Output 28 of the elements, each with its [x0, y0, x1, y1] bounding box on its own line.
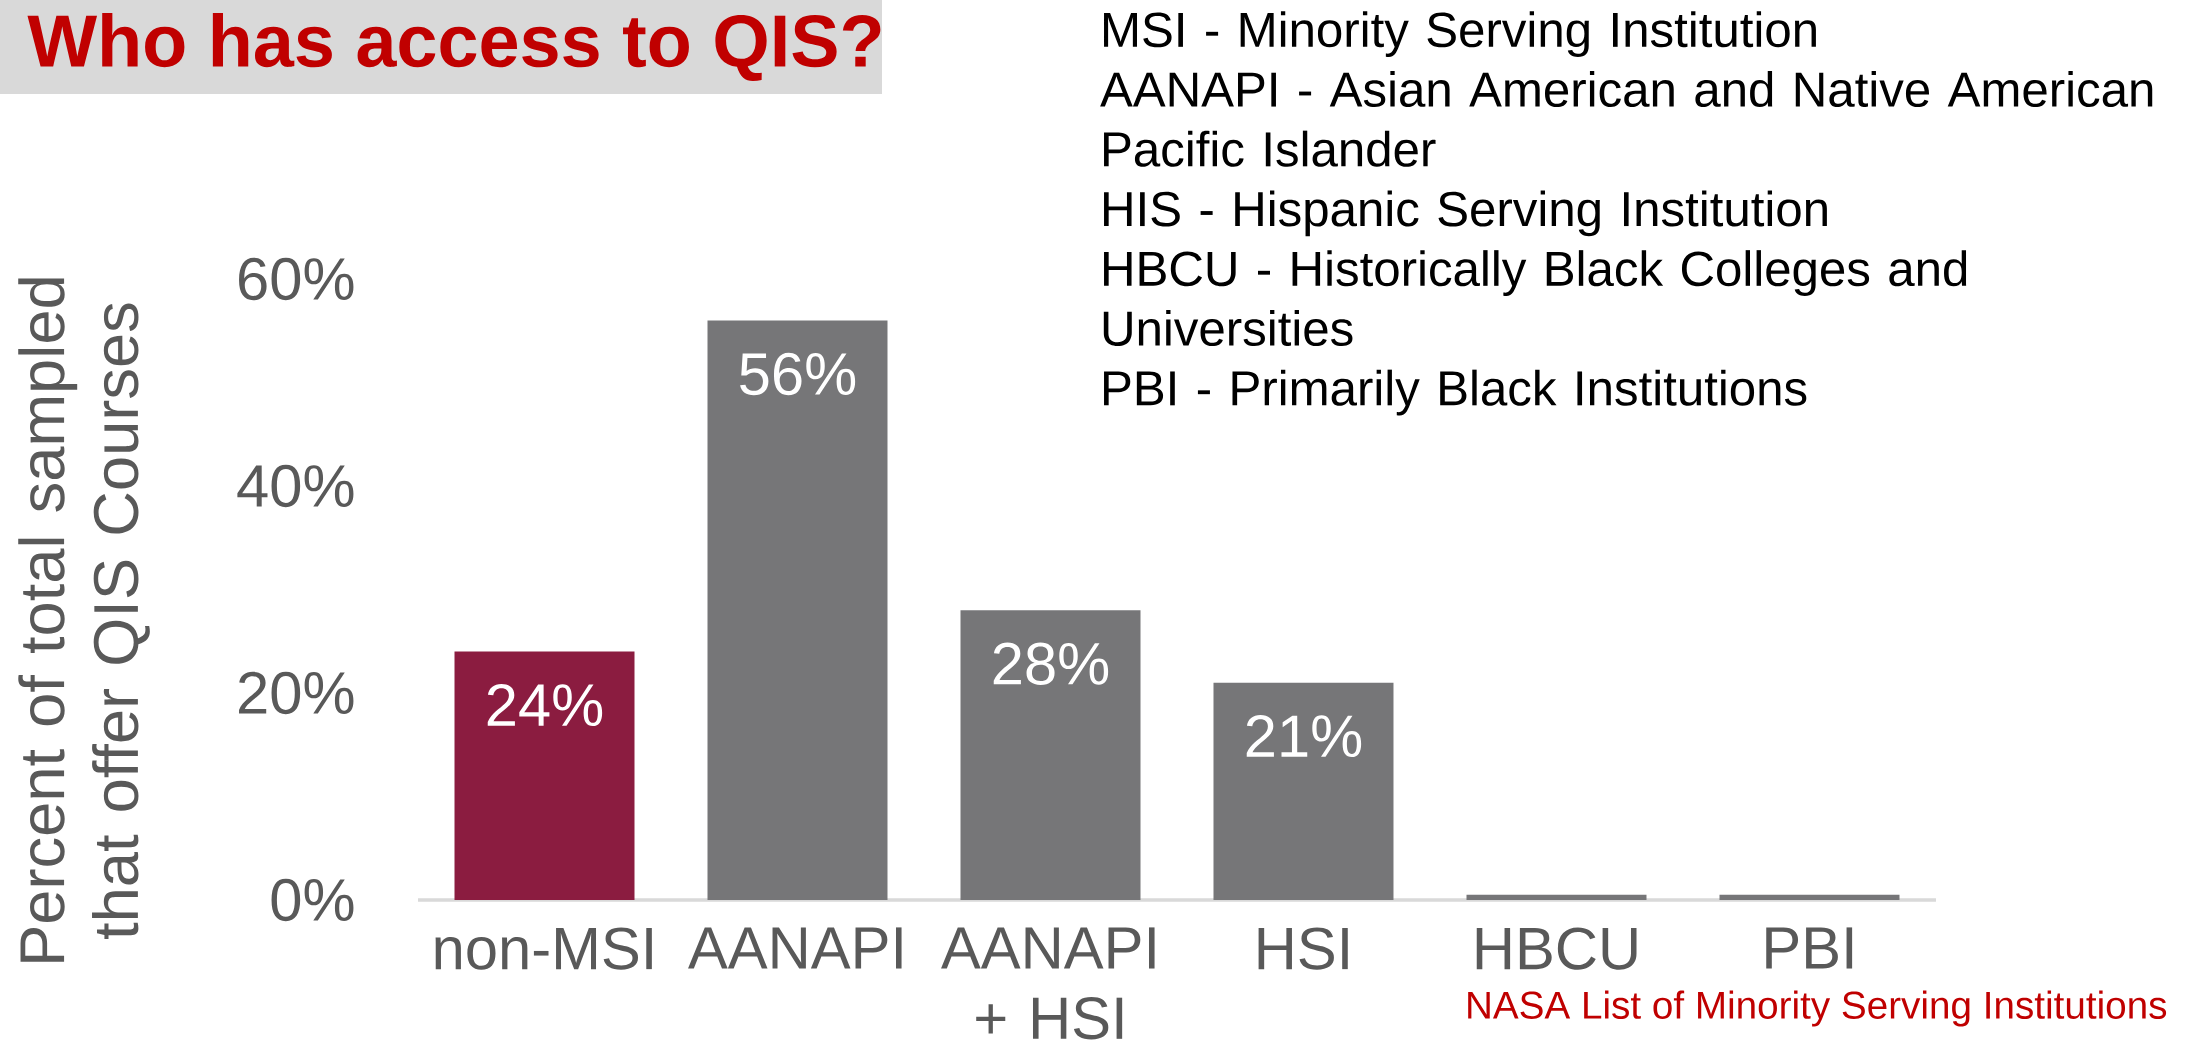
x-tick-label: AANAPI: [688, 927, 902, 969]
y-tick-label: 0%: [271, 878, 354, 922]
y-tick-label: 20%: [239, 671, 354, 715]
data-label: 28%: [993, 642, 1109, 685]
y-axis-title: Percent of total sampled that offer QIS Courses: [18, 278, 150, 962]
text: HIS - Hispanic Serving Institution: [1104, 190, 1827, 237]
chart-title: Who has access to QIS?: [27, 13, 881, 81]
y-tick-label: 40%: [237, 464, 354, 508]
x-tick-label: non-MSI: [435, 927, 652, 970]
x-tick-label: HSI: [1258, 927, 1348, 970]
text: MSI - Minority Serving Institution: [1104, 11, 1816, 58]
bar: [1719, 894, 1900, 900]
annotation: HBCU - Historically Black Colleges and Universities: [1103, 250, 1967, 347]
y-tick-label: 60%: [239, 257, 354, 301]
x-tick-label: AANAPI + HSI: [941, 927, 1155, 1040]
data-label: 56%: [740, 352, 856, 396]
x-tick-label: HBCU: [1476, 927, 1637, 970]
bar: [960, 610, 1141, 900]
data-label: 21%: [1246, 715, 1362, 758]
bar: [1213, 682, 1394, 900]
bar: [454, 651, 635, 900]
text: AANAPI - Asian American and Native American Pacific Islander: [1100, 70, 2153, 167]
text: NASA List of Minority Serving Institutions: [1468, 990, 2167, 1027]
annotation: PBI - Primarily Black Institutions: [1104, 369, 1807, 416]
data-label: 24%: [487, 684, 603, 727]
x-tick-label: PBI: [1766, 927, 1853, 969]
bar: [1466, 894, 1647, 900]
bar: [707, 320, 888, 900]
